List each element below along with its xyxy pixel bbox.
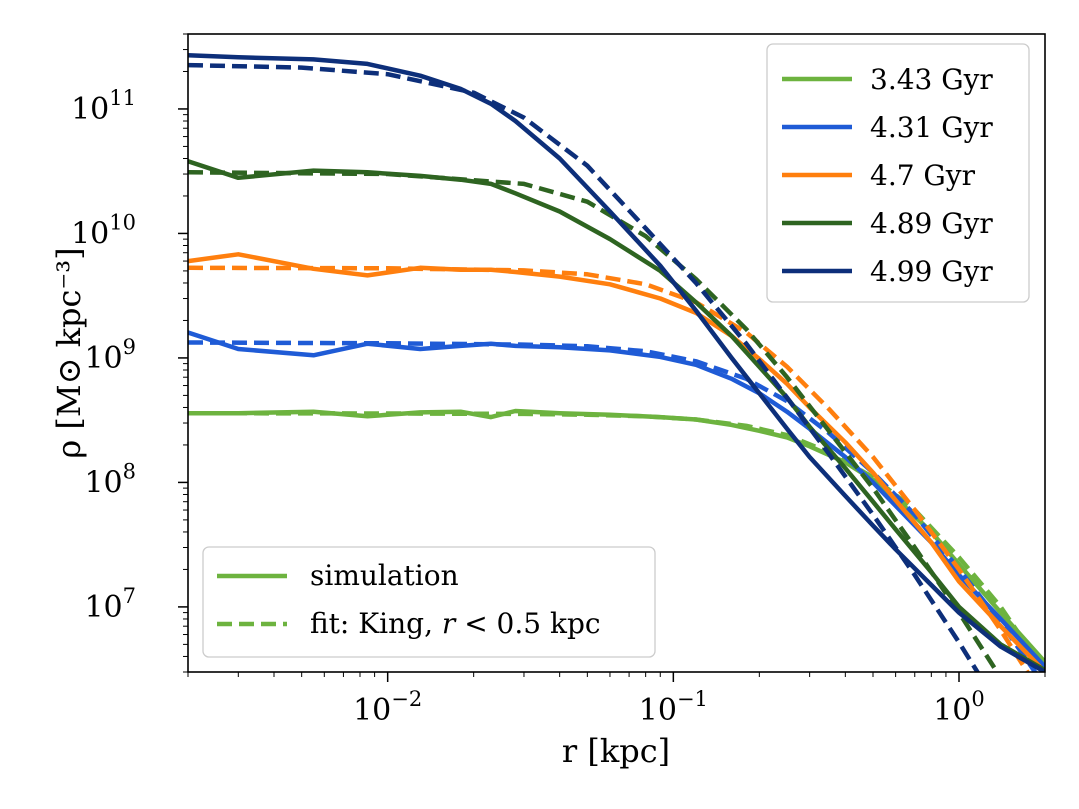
x-tick-mantissa: 10 [933,693,971,728]
legend-series-label: 4.89 Gyr [870,207,993,240]
y-tick-mantissa: 10 [71,216,109,251]
x-axis-label: r [kpc] [562,732,670,770]
x-tick-mantissa: 10 [353,693,391,728]
y-tick-exponent: 8 [123,459,136,483]
y-tick-mantissa: 10 [71,92,109,127]
legend-fit-label: fit: King, r < 0.5 kpc [310,607,601,640]
x-tick-label: 100 [933,687,985,728]
x-tick-exponent: 0 [971,687,984,711]
y-tick-mantissa: 10 [84,590,122,625]
y-axis-label: ρ [M⊙ kpc⁻³] [50,247,88,458]
legend-series-label: 3.43 Gyr [870,63,993,96]
x-tick-label: 10−1 [639,687,708,728]
fit-line-4-89-Gyr [188,170,1000,672]
y-tick-mantissa: 10 [84,341,122,376]
legend-styles-frame [202,546,656,658]
legend-series-label: 4.7 Gyr [870,159,976,192]
legend-series-frame [766,43,1030,303]
legend-styles: simulation fit: King, r < 0.5 kpc [202,546,656,658]
fit-line-4-31-Gyr [188,340,1038,672]
y-tick-exponent: 9 [123,335,136,359]
y-tick-label: 108 [84,459,136,500]
series-layer [188,52,1045,672]
y-tick-exponent: 7 [123,584,136,608]
simulation-line-4-99-Gyr [188,52,1045,672]
x-tick-exponent: −1 [677,687,708,711]
legend-fit-label-prefix: fit: King, [310,607,442,640]
fit-line-4-7-Gyr [188,265,1031,672]
y-tick-label: 1011 [71,86,136,127]
x-tick-mantissa: 10 [639,693,677,728]
simulation-line-4-89-Gyr [188,159,1045,672]
legend-fit-label-suffix: < 0.5 kpc [455,607,600,640]
legend-simulation-label: simulation [310,559,459,592]
y-tick-exponent: 11 [109,86,136,110]
y-tick-exponent: 10 [109,210,136,234]
x-tick-exponent: −2 [391,687,422,711]
y-tick-label: 109 [84,335,136,376]
legend-series: 3.43 Gyr 4.31 Gyr 4.7 Gyr 4.89 Gyr 4.99 Gyr [766,43,1030,303]
y-tick-label: 1010 [71,210,136,251]
legend-series-label: 4.31 Gyr [870,111,993,144]
legend-series-label: 4.99 Gyr [870,255,993,288]
y-tick-label: 107 [84,584,136,625]
legend-fit-label-var: r [442,607,457,640]
simulation-line-4-31-Gyr [188,330,1045,670]
y-tick-mantissa: 10 [84,465,122,500]
x-tick-label: 10−2 [353,687,422,728]
plot-frame [187,33,1046,673]
fit-line-4-99-Gyr [188,62,981,672]
